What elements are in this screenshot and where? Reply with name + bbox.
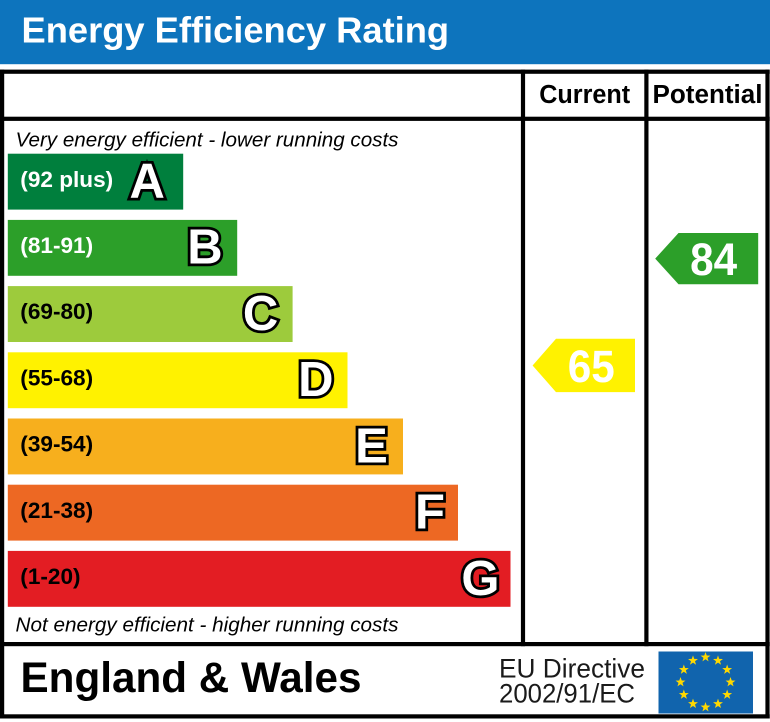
- svg-text:C: C: [243, 287, 278, 341]
- svg-text:Current: Current: [539, 81, 630, 109]
- svg-text:D: D: [298, 353, 333, 407]
- svg-text:(92 plus): (92 plus): [20, 167, 113, 192]
- svg-text:2002/91/EC: 2002/91/EC: [499, 678, 635, 708]
- svg-text:(69-80): (69-80): [20, 299, 93, 324]
- svg-text:E: E: [355, 419, 388, 473]
- svg-text:B: B: [187, 221, 222, 275]
- svg-text:Energy Efficiency Rating: Energy Efficiency Rating: [22, 10, 450, 51]
- svg-text:(81-91): (81-91): [20, 233, 93, 258]
- svg-text:Very energy efficient - lower: Very energy efficient - lower running co…: [16, 129, 399, 152]
- svg-text:G: G: [461, 552, 499, 606]
- svg-text:(21-38): (21-38): [20, 498, 93, 523]
- svg-text:EU Directive: EU Directive: [499, 654, 645, 684]
- svg-text:84: 84: [690, 234, 737, 285]
- svg-text:(39-54): (39-54): [20, 432, 93, 457]
- svg-text:(55-68): (55-68): [20, 365, 93, 390]
- svg-text:(1-20): (1-20): [20, 564, 80, 589]
- svg-text:Not energy efficient - higher: Not energy efficient - higher running co…: [16, 614, 399, 637]
- svg-text:England & Wales: England & Wales: [21, 654, 362, 702]
- svg-text:65: 65: [568, 341, 615, 392]
- svg-text:F: F: [415, 486, 445, 540]
- svg-text:A: A: [130, 155, 165, 209]
- svg-text:Potential: Potential: [653, 81, 763, 109]
